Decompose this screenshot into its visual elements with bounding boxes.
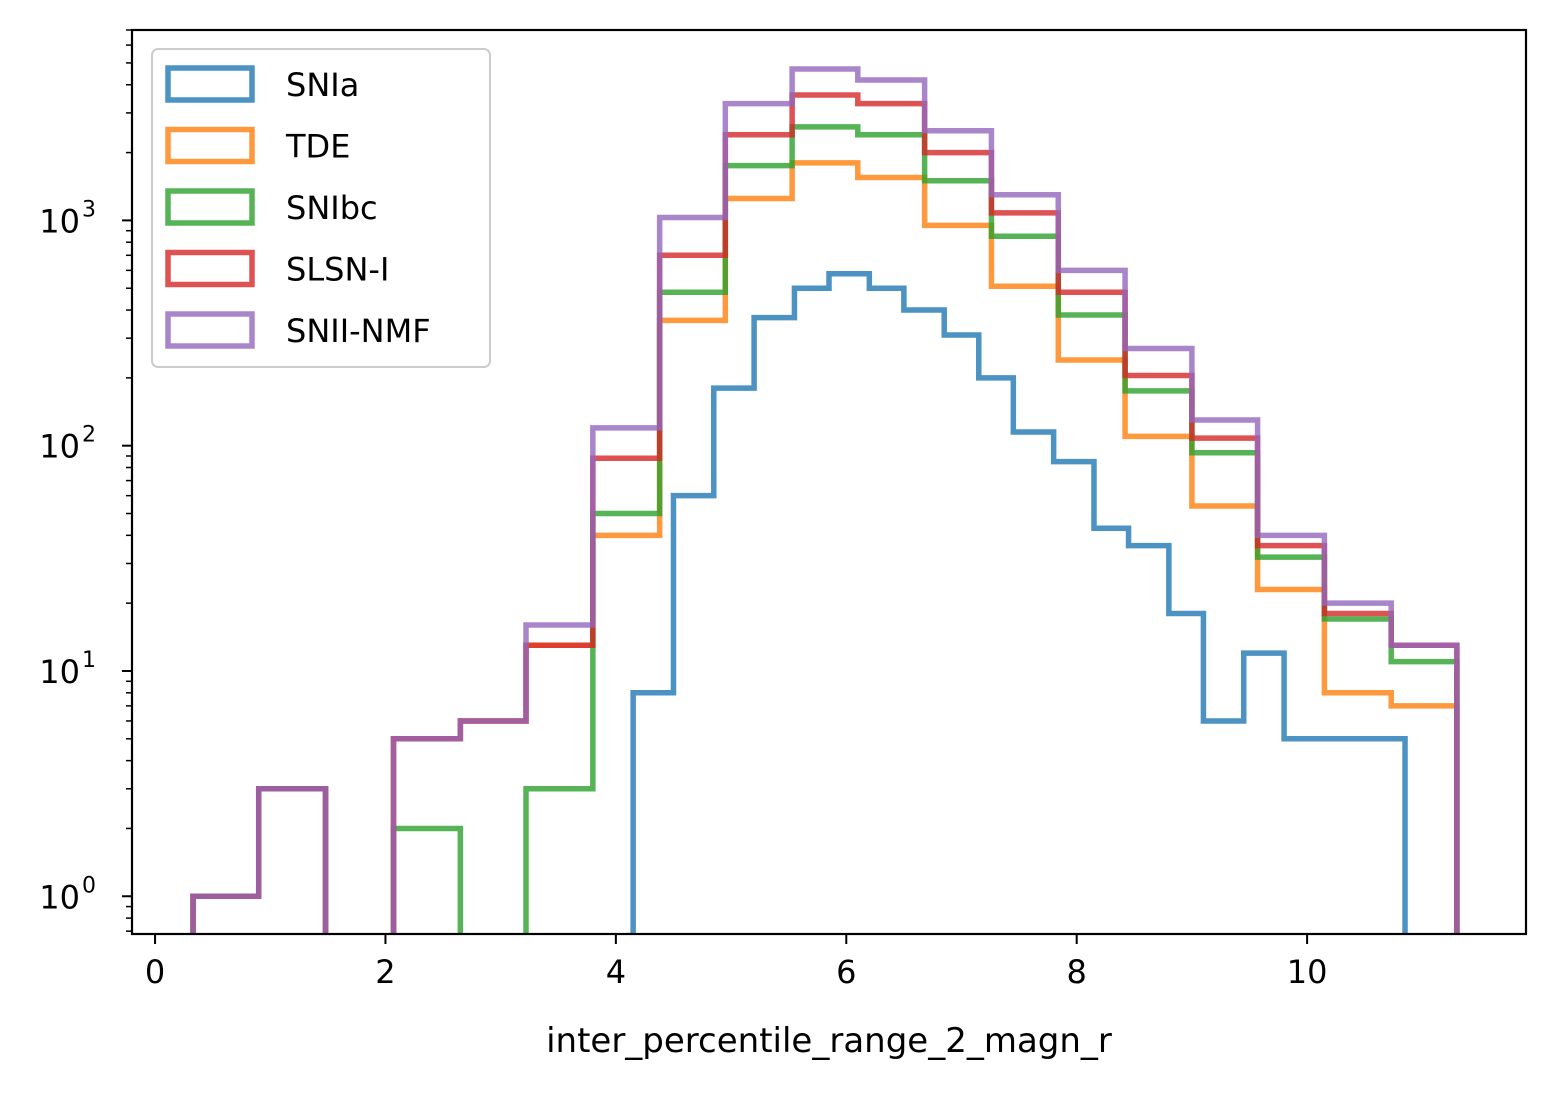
legend-label: SNII-NMF (286, 312, 431, 350)
legend-label: SNIa (286, 66, 359, 104)
legend-swatch (165, 311, 255, 349)
y-tick-exponent: 1 (82, 648, 96, 673)
y-tick-exponent: 0 (82, 873, 96, 898)
legend-item-tde: TDE (165, 126, 350, 166)
legend-label: SNIbc (286, 189, 378, 227)
x-tick-label: 0 (145, 953, 165, 991)
legend-item-snii-nmf: SNII-NMF (165, 311, 431, 350)
x-tick-label: 2 (375, 953, 395, 991)
legend-swatch (165, 188, 255, 226)
legend: SNIa TDE SNIbc SLSN-I SNII-NMF (151, 48, 491, 368)
y-tick-label: 10 (39, 428, 80, 466)
legend-label: SLSN-I (286, 251, 389, 289)
legend-item-slsn-i: SLSN-I (165, 249, 389, 289)
x-tick-label: 10 (1287, 953, 1328, 991)
y-tick-label: 10 (39, 653, 80, 691)
legend-label: TDE (285, 128, 350, 166)
legend-item-snibc: SNIbc (165, 188, 378, 227)
series-line-snia (630, 270, 1408, 934)
legend-swatch (165, 65, 255, 103)
legend-swatch (165, 126, 255, 165)
y-tick-label: 10 (39, 878, 80, 916)
legend-swatch (165, 249, 255, 288)
y-tick-exponent: 3 (82, 197, 96, 222)
legend-item-snia: SNIa (165, 65, 359, 104)
series-line-snii-nmf (190, 66, 1460, 934)
x-axis-label: inter_percentile_range_2_magn_r (546, 1021, 1112, 1061)
x-tick-label: 8 (1067, 953, 1087, 991)
plot-frame (130, 28, 1528, 936)
x-tick-label: 4 (606, 953, 626, 991)
x-axis: 0 2 4 6 8 10 (145, 934, 1328, 991)
series-layer (190, 66, 1460, 934)
y-tick-exponent: 2 (82, 423, 96, 448)
y-tick-label: 10 (39, 202, 80, 240)
x-tick-label: 6 (836, 953, 856, 991)
